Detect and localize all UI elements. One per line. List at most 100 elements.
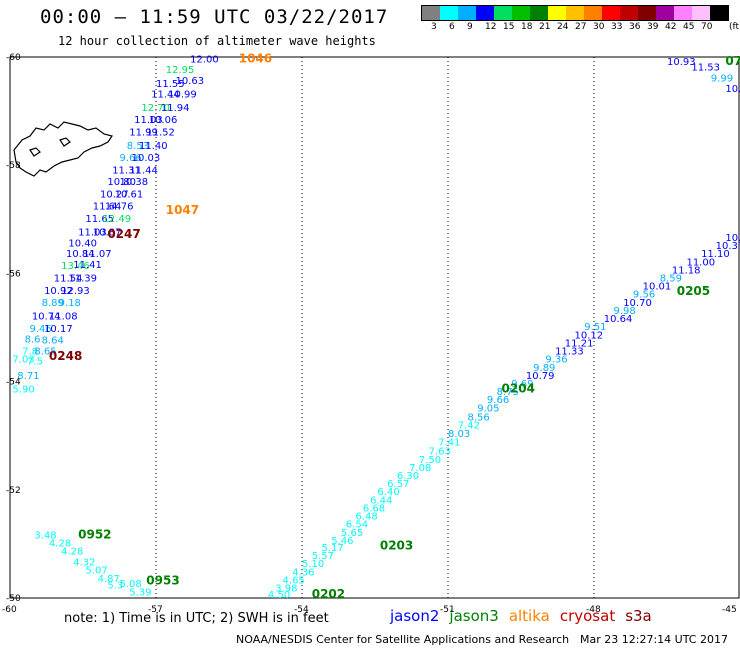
- lon-tick-label: -60: [2, 605, 17, 615]
- footer-note: note: 1) Time is in UTC; 2) SWH is in fe…: [64, 611, 329, 626]
- wave-height-label: 8.56: [467, 413, 489, 424]
- pass-time-label: 0248: [49, 349, 82, 363]
- wave-height-label: 10.03: [132, 153, 161, 164]
- wave-height-label: 11.07: [83, 249, 112, 260]
- legend-swatch: [710, 6, 728, 20]
- wave-height-label: 7.42: [458, 421, 480, 432]
- wave-height-label: 8.64: [42, 336, 64, 347]
- pass-time-label: 0952: [78, 527, 111, 541]
- wave-height-label: 6.40: [377, 487, 399, 498]
- wave-height-label: 11.94: [161, 103, 190, 114]
- lon-tick-label: -54: [294, 605, 309, 615]
- lon-tick-label: -57: [148, 605, 163, 615]
- legend-swatch: [458, 6, 476, 20]
- wave-height-label: 5.39: [129, 587, 151, 598]
- wave-height-label: 12.95: [166, 65, 195, 76]
- wave-height-label: 11.03: [78, 228, 107, 239]
- wave-height-label: 7.63: [429, 447, 451, 458]
- wave-height-label: 10.74: [32, 311, 61, 322]
- legend-label: 18: [521, 22, 533, 32]
- wave-height-label: 8.65: [34, 347, 56, 358]
- legend-label: 45: [683, 22, 695, 32]
- lon-tick-label: -51: [440, 605, 455, 615]
- wave-height-label: 8.71: [17, 371, 39, 382]
- wave-height-label: 10.99: [168, 90, 197, 101]
- wave-height-label: 4.87: [98, 574, 120, 585]
- satellite-name: s3a: [625, 607, 652, 625]
- wave-height-label: 9.66: [120, 153, 142, 164]
- legend-swatch: [566, 6, 584, 20]
- wave-height-label: 11.40: [139, 141, 168, 152]
- legend-swatch: [422, 6, 440, 20]
- wave-height-label: 10.61: [115, 190, 144, 201]
- wave-height-label: 6.68: [363, 503, 385, 514]
- wave-height-label: 6.54: [346, 520, 368, 531]
- wave-height-label: 10.87: [93, 228, 122, 239]
- pass-time-label: 1046: [239, 51, 272, 65]
- wave-height-label: 9.66: [487, 395, 509, 406]
- pass-time-label: 0202: [312, 587, 345, 601]
- wave-height-label: 9.36: [545, 355, 567, 366]
- wave-height-label: 8.03: [448, 429, 470, 440]
- wave-height-label: 10.38: [120, 177, 149, 188]
- map-frame: [9, 56, 740, 599]
- wave-height-label: 11.54: [54, 274, 83, 285]
- wave-height-label: 9.18: [59, 298, 81, 309]
- legend-swatch: [656, 6, 674, 20]
- wave-height-label: 3.98: [275, 584, 297, 595]
- wave-height-label: 10.6: [725, 233, 740, 244]
- wave-height-label: 11.44: [129, 165, 158, 176]
- wave-height-label: 8.59: [660, 274, 682, 285]
- wave-height-label: 10.80: [107, 177, 136, 188]
- legend-swatch: [674, 6, 692, 20]
- legend-swatch: [440, 6, 458, 20]
- wave-height-label: 12.70: [141, 103, 170, 114]
- wave-height-label: 11.41: [73, 260, 102, 271]
- wave-height-label: 9.89: [533, 363, 555, 374]
- pass-time-label: 0205: [677, 284, 710, 298]
- wave-height-label: 11.64: [93, 202, 122, 213]
- wave-height-label: 7.5: [27, 356, 43, 367]
- wave-height-label: 11.39: [68, 274, 97, 285]
- wave-height-label: 5.10: [302, 559, 324, 570]
- legend-swatch: [512, 6, 530, 20]
- wave-height-label: 11.18: [672, 265, 701, 276]
- wave-height-label: 5.3: [107, 580, 123, 591]
- wave-height-label: 6.48: [356, 512, 378, 523]
- legend-label: 15: [503, 22, 515, 32]
- wave-height-label: 11.00: [686, 257, 715, 268]
- wave-height-label: 5.17: [321, 543, 343, 554]
- wave-height-label: 10.70: [623, 298, 652, 309]
- wave-height-label: 9.56: [633, 290, 655, 301]
- wave-height-label: 3.48: [34, 530, 56, 541]
- legend-label: 6: [449, 22, 455, 32]
- wave-height-label: 6.30: [397, 471, 419, 482]
- pass-time-label: 0756: [725, 54, 740, 68]
- lat-tick-label: -56: [6, 269, 21, 279]
- wave-height-label: 8.75: [497, 387, 519, 398]
- wave-height-label: 11.08: [49, 311, 78, 322]
- wave-height-label: 10.37: [716, 241, 740, 252]
- wave-height-label: 4.32: [73, 558, 95, 569]
- wave-height-label: 7.41: [438, 437, 460, 448]
- wave-height-label: 11.52: [146, 127, 175, 138]
- wave-height-label: 11.53: [691, 63, 720, 74]
- legend-label: 24: [557, 22, 569, 32]
- legend-label: 39: [647, 22, 659, 32]
- wave-height-label: 10.40: [68, 238, 97, 249]
- wave-height-label: 5.90: [12, 384, 34, 395]
- wave-height-label: 9.99: [711, 73, 733, 84]
- wave-height-label: 5.08: [120, 579, 142, 590]
- legend-swatch: [602, 6, 620, 20]
- wave-height-label: 11.44: [151, 90, 180, 101]
- wave-height-label: 10.63: [175, 76, 204, 87]
- wave-height-label: 9.98: [613, 306, 635, 317]
- wave-height-label: 10.12: [575, 330, 604, 341]
- pass-time-label: 0204: [502, 381, 535, 395]
- pass-time-label: 0953: [146, 573, 179, 587]
- wave-height-label: 9.69: [511, 379, 533, 390]
- lat-tick-label: -60: [6, 53, 21, 63]
